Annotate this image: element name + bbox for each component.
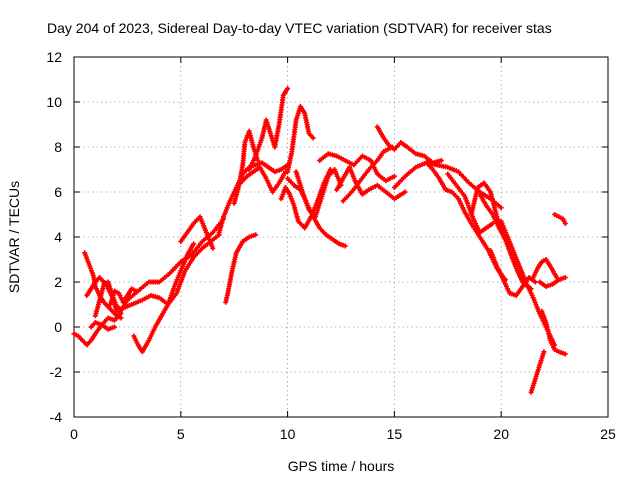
x-tick-label: 0 xyxy=(70,426,78,442)
data-point xyxy=(562,221,568,226)
y-tick-label: 8 xyxy=(54,139,62,155)
x-tick-label: 25 xyxy=(600,426,616,442)
series-track-35 xyxy=(552,212,568,226)
data-point xyxy=(210,245,216,251)
series-track-3 xyxy=(88,320,118,332)
y-tick-label: -4 xyxy=(50,409,63,425)
x-tick-label: 20 xyxy=(493,426,509,442)
data-point xyxy=(391,173,397,179)
series-track-17 xyxy=(285,104,316,175)
data-point xyxy=(498,205,504,211)
y-tick-label: 4 xyxy=(54,229,62,245)
grid-layer xyxy=(74,57,608,417)
x-tick-label: 5 xyxy=(177,426,185,442)
series-track-31 xyxy=(528,349,547,395)
y-axis-label: SDTVAR / TECUs xyxy=(6,181,22,293)
data-point xyxy=(490,221,496,226)
series-track-15 xyxy=(238,164,288,195)
x-tick-label: 10 xyxy=(280,426,296,442)
series-track-7 xyxy=(114,216,226,321)
data-point xyxy=(191,241,197,247)
tick-layer: 0 5 10 15 20 25 -4 -2 0 2 4 6 8 10 12 xyxy=(46,49,616,442)
data-point xyxy=(112,324,118,330)
series-track-26 xyxy=(445,171,496,235)
data-point xyxy=(255,158,261,163)
x-tick-label: 15 xyxy=(387,426,403,442)
data-layer xyxy=(71,86,568,395)
series-track-11 xyxy=(223,232,259,305)
series-track-32 xyxy=(530,257,560,280)
series-track-2 xyxy=(82,250,124,321)
y-tick-label: 2 xyxy=(54,274,62,290)
series-track-33 xyxy=(537,275,568,289)
data-point xyxy=(562,351,568,357)
data-point xyxy=(541,349,547,355)
data-point xyxy=(532,279,538,285)
data-point xyxy=(310,135,316,141)
data-point xyxy=(118,315,124,321)
data-point xyxy=(402,189,408,195)
data-point xyxy=(562,275,568,280)
y-tick-label: 0 xyxy=(54,319,62,335)
x-axis-label: GPS time / hours xyxy=(288,458,395,474)
series-track-9 xyxy=(131,241,197,355)
data-point xyxy=(285,86,291,91)
y-tick-label: 10 xyxy=(46,94,62,110)
y-tick-label: 6 xyxy=(54,184,62,200)
y-tick-label: -2 xyxy=(50,364,63,380)
series-track-24 xyxy=(391,160,504,211)
y-tick-label: 12 xyxy=(46,49,62,65)
chart-title: Day 204 of 2023, Sidereal Day-to-day VTE… xyxy=(47,20,552,36)
series-track-21 xyxy=(334,164,408,202)
data-point xyxy=(327,167,333,172)
series-track-34 xyxy=(539,308,568,357)
series-track-10 xyxy=(178,214,216,251)
series-track-8 xyxy=(118,232,222,312)
data-point xyxy=(342,243,348,249)
data-point xyxy=(253,232,259,238)
data-point xyxy=(438,158,444,163)
series-track-14 xyxy=(246,86,291,172)
series-track-18 xyxy=(285,176,348,249)
series-track-20 xyxy=(317,151,397,184)
